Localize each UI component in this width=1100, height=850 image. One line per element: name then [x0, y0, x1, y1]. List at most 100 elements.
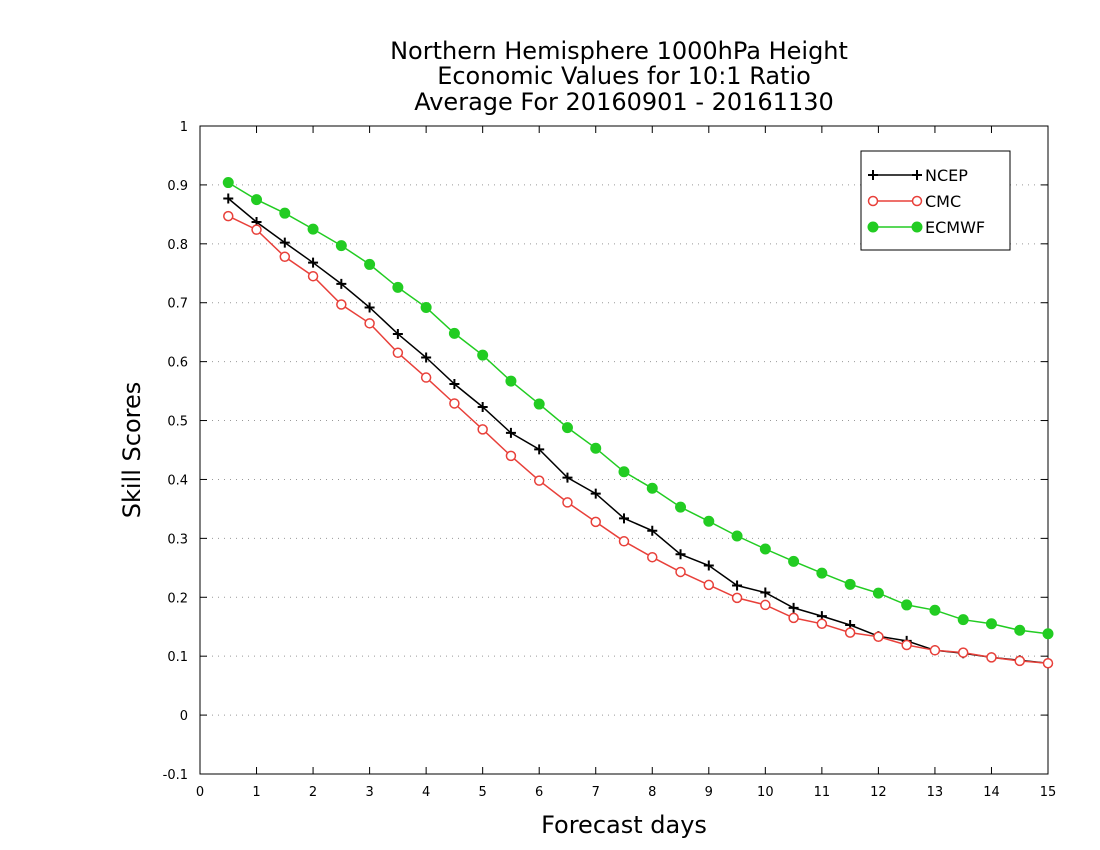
y-tick-label: 0.5 [167, 415, 188, 430]
point-cmc [911, 195, 923, 207]
y-tick-label: 0.3 [167, 532, 188, 547]
point-ecmwf [731, 530, 743, 542]
title-line-1: Northern Hemisphere 1000hPa Height [390, 37, 848, 65]
point-cmc [449, 398, 460, 409]
point-ncep [788, 602, 799, 613]
point-ecmwf [788, 555, 800, 567]
point-ecmwf [618, 466, 630, 478]
point-cmc [844, 627, 856, 638]
title-line-3: Average For 20160901 - 20161130 [414, 88, 834, 116]
legend: NCEP CMC ECMWF [860, 150, 1011, 251]
y-tick-label: 0.9 [167, 179, 188, 194]
x-tick-label: 9 [705, 785, 713, 800]
point-ecmwf [816, 567, 828, 579]
point-ncep [421, 352, 432, 363]
y-tick-label: 0 [180, 709, 188, 724]
point-ncep [912, 170, 922, 180]
series-cmc [223, 210, 1054, 669]
point-ncep [505, 427, 516, 438]
point-cmc [618, 536, 630, 547]
point-cmc [760, 599, 771, 611]
x-tick-label: 1 [252, 785, 260, 800]
point-ecmwf [646, 482, 658, 494]
point-cmc [929, 645, 941, 656]
legend-label: NCEP [925, 166, 968, 185]
point-ncep [392, 328, 403, 339]
point-cmc [533, 475, 545, 486]
plot-frame [199, 125, 1049, 775]
point-cmc [279, 251, 291, 263]
x-tick-label: 8 [648, 785, 656, 800]
legend-label: CMC [925, 192, 961, 211]
point-cmc [562, 497, 573, 508]
point-ncep [364, 302, 375, 313]
point-cmc [986, 652, 997, 663]
point-ecmwf [759, 543, 771, 555]
point-ecmwf [561, 422, 573, 434]
point-cmc [251, 224, 262, 235]
point-ecmwf [1042, 628, 1054, 640]
point-ncep [223, 193, 234, 204]
point-ncep [675, 549, 686, 560]
point-cmc [873, 631, 884, 642]
y-tick-label: 0.7 [167, 297, 188, 312]
point-ecmwf [477, 349, 489, 361]
point-ecmwf [957, 614, 969, 626]
x-axis: 0 1 2 3 4 5 6 7 8 9 10 11 12 13 14 15 [196, 126, 1056, 800]
point-ncep [868, 170, 878, 180]
point-cmc [731, 592, 743, 604]
point-ecmwf [279, 207, 291, 219]
point-ecmwf [533, 398, 545, 410]
y-tick-label: 0.6 [167, 356, 188, 371]
y-tick-label: 1 [180, 120, 188, 135]
point-ncep [562, 472, 573, 483]
point-ecmwf [222, 177, 234, 189]
point-ecmwf [844, 578, 856, 590]
legend-item-ncep: NCEP [868, 166, 968, 185]
point-ecmwf [985, 618, 997, 630]
x-tick-label: 5 [479, 785, 487, 800]
x-tick-label: 0 [196, 785, 204, 800]
point-ncep [477, 401, 488, 412]
series-group [222, 177, 1054, 669]
point-ecmwf [1014, 624, 1026, 636]
point-ecmwf [392, 281, 404, 293]
y-tick-label: -0.1 [163, 768, 188, 783]
x-tick-label: 3 [365, 785, 373, 800]
point-ecmwf [703, 515, 715, 527]
point-cmc [477, 424, 488, 435]
point-ecmwf [307, 223, 319, 235]
gridlines [200, 184, 1048, 716]
x-tick-label: 10 [757, 785, 774, 800]
x-tick-label: 13 [927, 785, 944, 800]
point-cmc [336, 299, 347, 310]
x-tick-label: 14 [983, 785, 1000, 800]
point-cmc [307, 270, 319, 282]
point-ncep [308, 257, 319, 268]
y-tick-label: 0.2 [167, 591, 188, 606]
point-cmc [590, 516, 601, 528]
line-cmc [227, 215, 1049, 665]
line-ncep [227, 197, 1049, 665]
legend-item-cmc: CMC [867, 192, 961, 211]
chart-title: Northern Hemisphere 1000hPa Height Econo… [390, 37, 848, 116]
x-tick-label: 12 [870, 785, 887, 800]
point-ecmwf [364, 258, 376, 270]
y-tick-label: 0.8 [167, 238, 188, 253]
x-tick-label: 6 [535, 785, 543, 800]
point-ecmwf [929, 604, 941, 616]
point-ncep [760, 587, 771, 598]
y-tick-label: 0.1 [167, 650, 188, 665]
point-ecmwf [590, 442, 602, 454]
point-cmc [505, 450, 517, 462]
point-ncep [647, 525, 658, 536]
point-cmc [788, 612, 799, 624]
point-cmc [901, 639, 912, 651]
point-cmc [392, 347, 404, 359]
point-cmc [867, 195, 879, 207]
point-ncep [449, 379, 460, 390]
y-tick-label: 0.4 [167, 473, 188, 488]
y-axis: -0.1 0 0.1 0.2 0.3 0.4 0.5 0.6 0.7 0.8 0.9 1 [163, 120, 1048, 783]
point-ncep [619, 513, 629, 524]
point-ecmwf [335, 240, 347, 252]
